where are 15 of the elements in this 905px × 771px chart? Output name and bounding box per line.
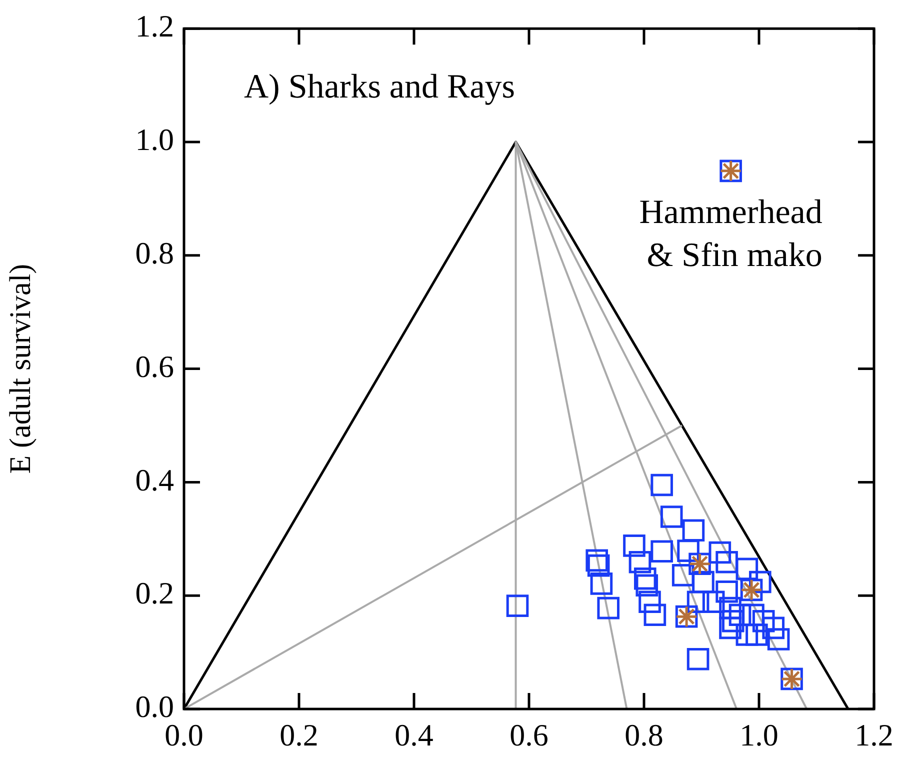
y-tick-label: 1.0 <box>135 122 174 158</box>
y-tick-label: 0.4 <box>135 462 174 498</box>
y-axis-title: E (adult survival) <box>4 264 37 474</box>
y-tick-label: 0.8 <box>135 236 174 271</box>
x-tick-label: 0.4 <box>394 718 434 753</box>
x-tick-label: 0.8 <box>624 718 664 753</box>
x-tick-label: 0.6 <box>510 718 548 753</box>
y-tick-label: 0.2 <box>135 576 174 611</box>
x-tick-label: 1.0 <box>740 718 778 753</box>
annotation: A) Sharks and Rays <box>244 68 516 106</box>
y-tick-label: 0.6 <box>135 348 174 384</box>
annotation: Hammerhead & Sfin mako <box>639 194 822 274</box>
x-tick-label: 1.2 <box>854 718 894 753</box>
x-tick-label: 0.2 <box>280 718 318 753</box>
y-tick-label: 1.2 <box>135 8 174 44</box>
